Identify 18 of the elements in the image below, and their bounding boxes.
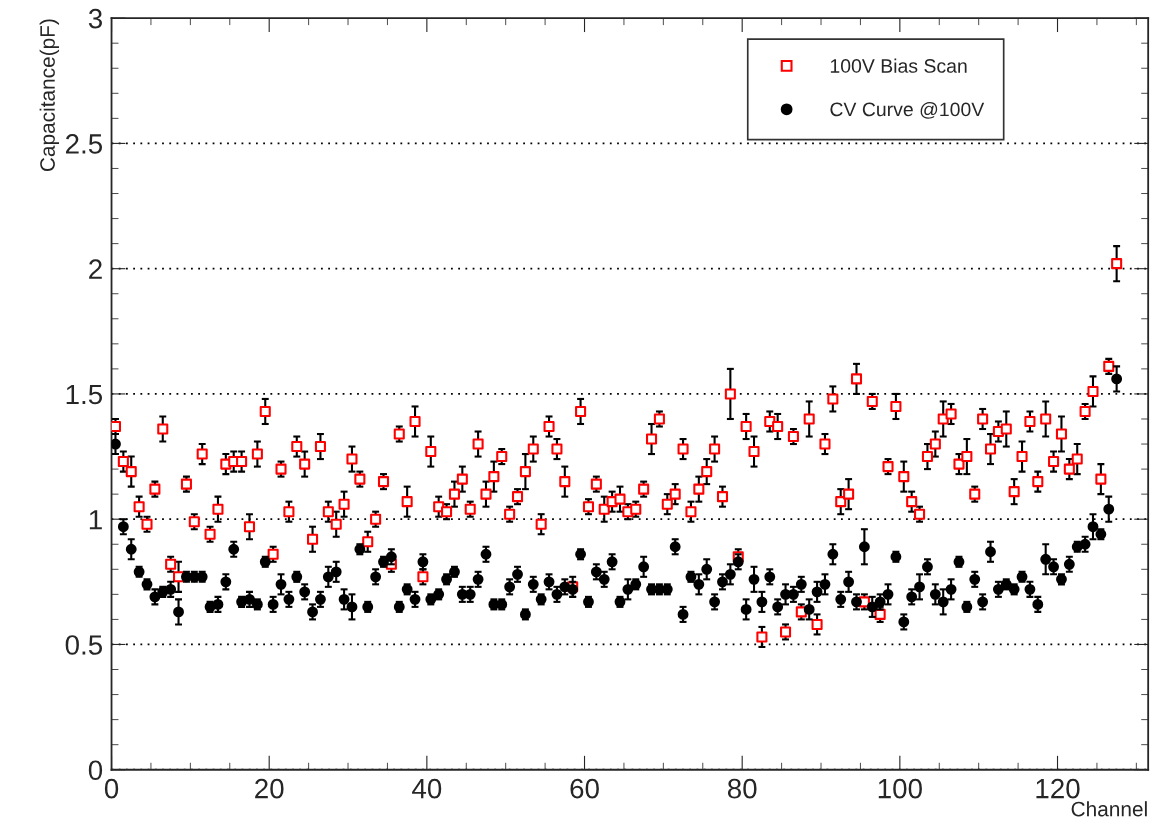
- x-tick-label: 100: [878, 778, 922, 799]
- x-axis-title: Channel: [1071, 801, 1147, 817]
- x-tick-label: 60: [570, 778, 599, 799]
- y-tick-label: 3: [88, 8, 102, 29]
- legend-label: 100V Bias Scan: [830, 58, 967, 73]
- y-tick-label: 0.5: [65, 635, 103, 655]
- x-tick-label: 80: [727, 778, 757, 799]
- x-tick-label: 20: [255, 778, 284, 799]
- y-tick-label: 1.5: [66, 384, 103, 405]
- y-axis-title: Capacitance(pF): [39, 19, 60, 172]
- legend-label: CV Curve @100V: [830, 101, 985, 119]
- y-tick-label: 1: [89, 510, 102, 530]
- x-tick-label: 40: [412, 778, 442, 799]
- y-tick-label: 2.5: [65, 134, 103, 154]
- y-tick-label: 0: [88, 760, 103, 781]
- y-tick-label: 2: [89, 259, 102, 279]
- x-tick-label: 0: [104, 778, 119, 799]
- x-tick-label: 120: [1036, 778, 1080, 799]
